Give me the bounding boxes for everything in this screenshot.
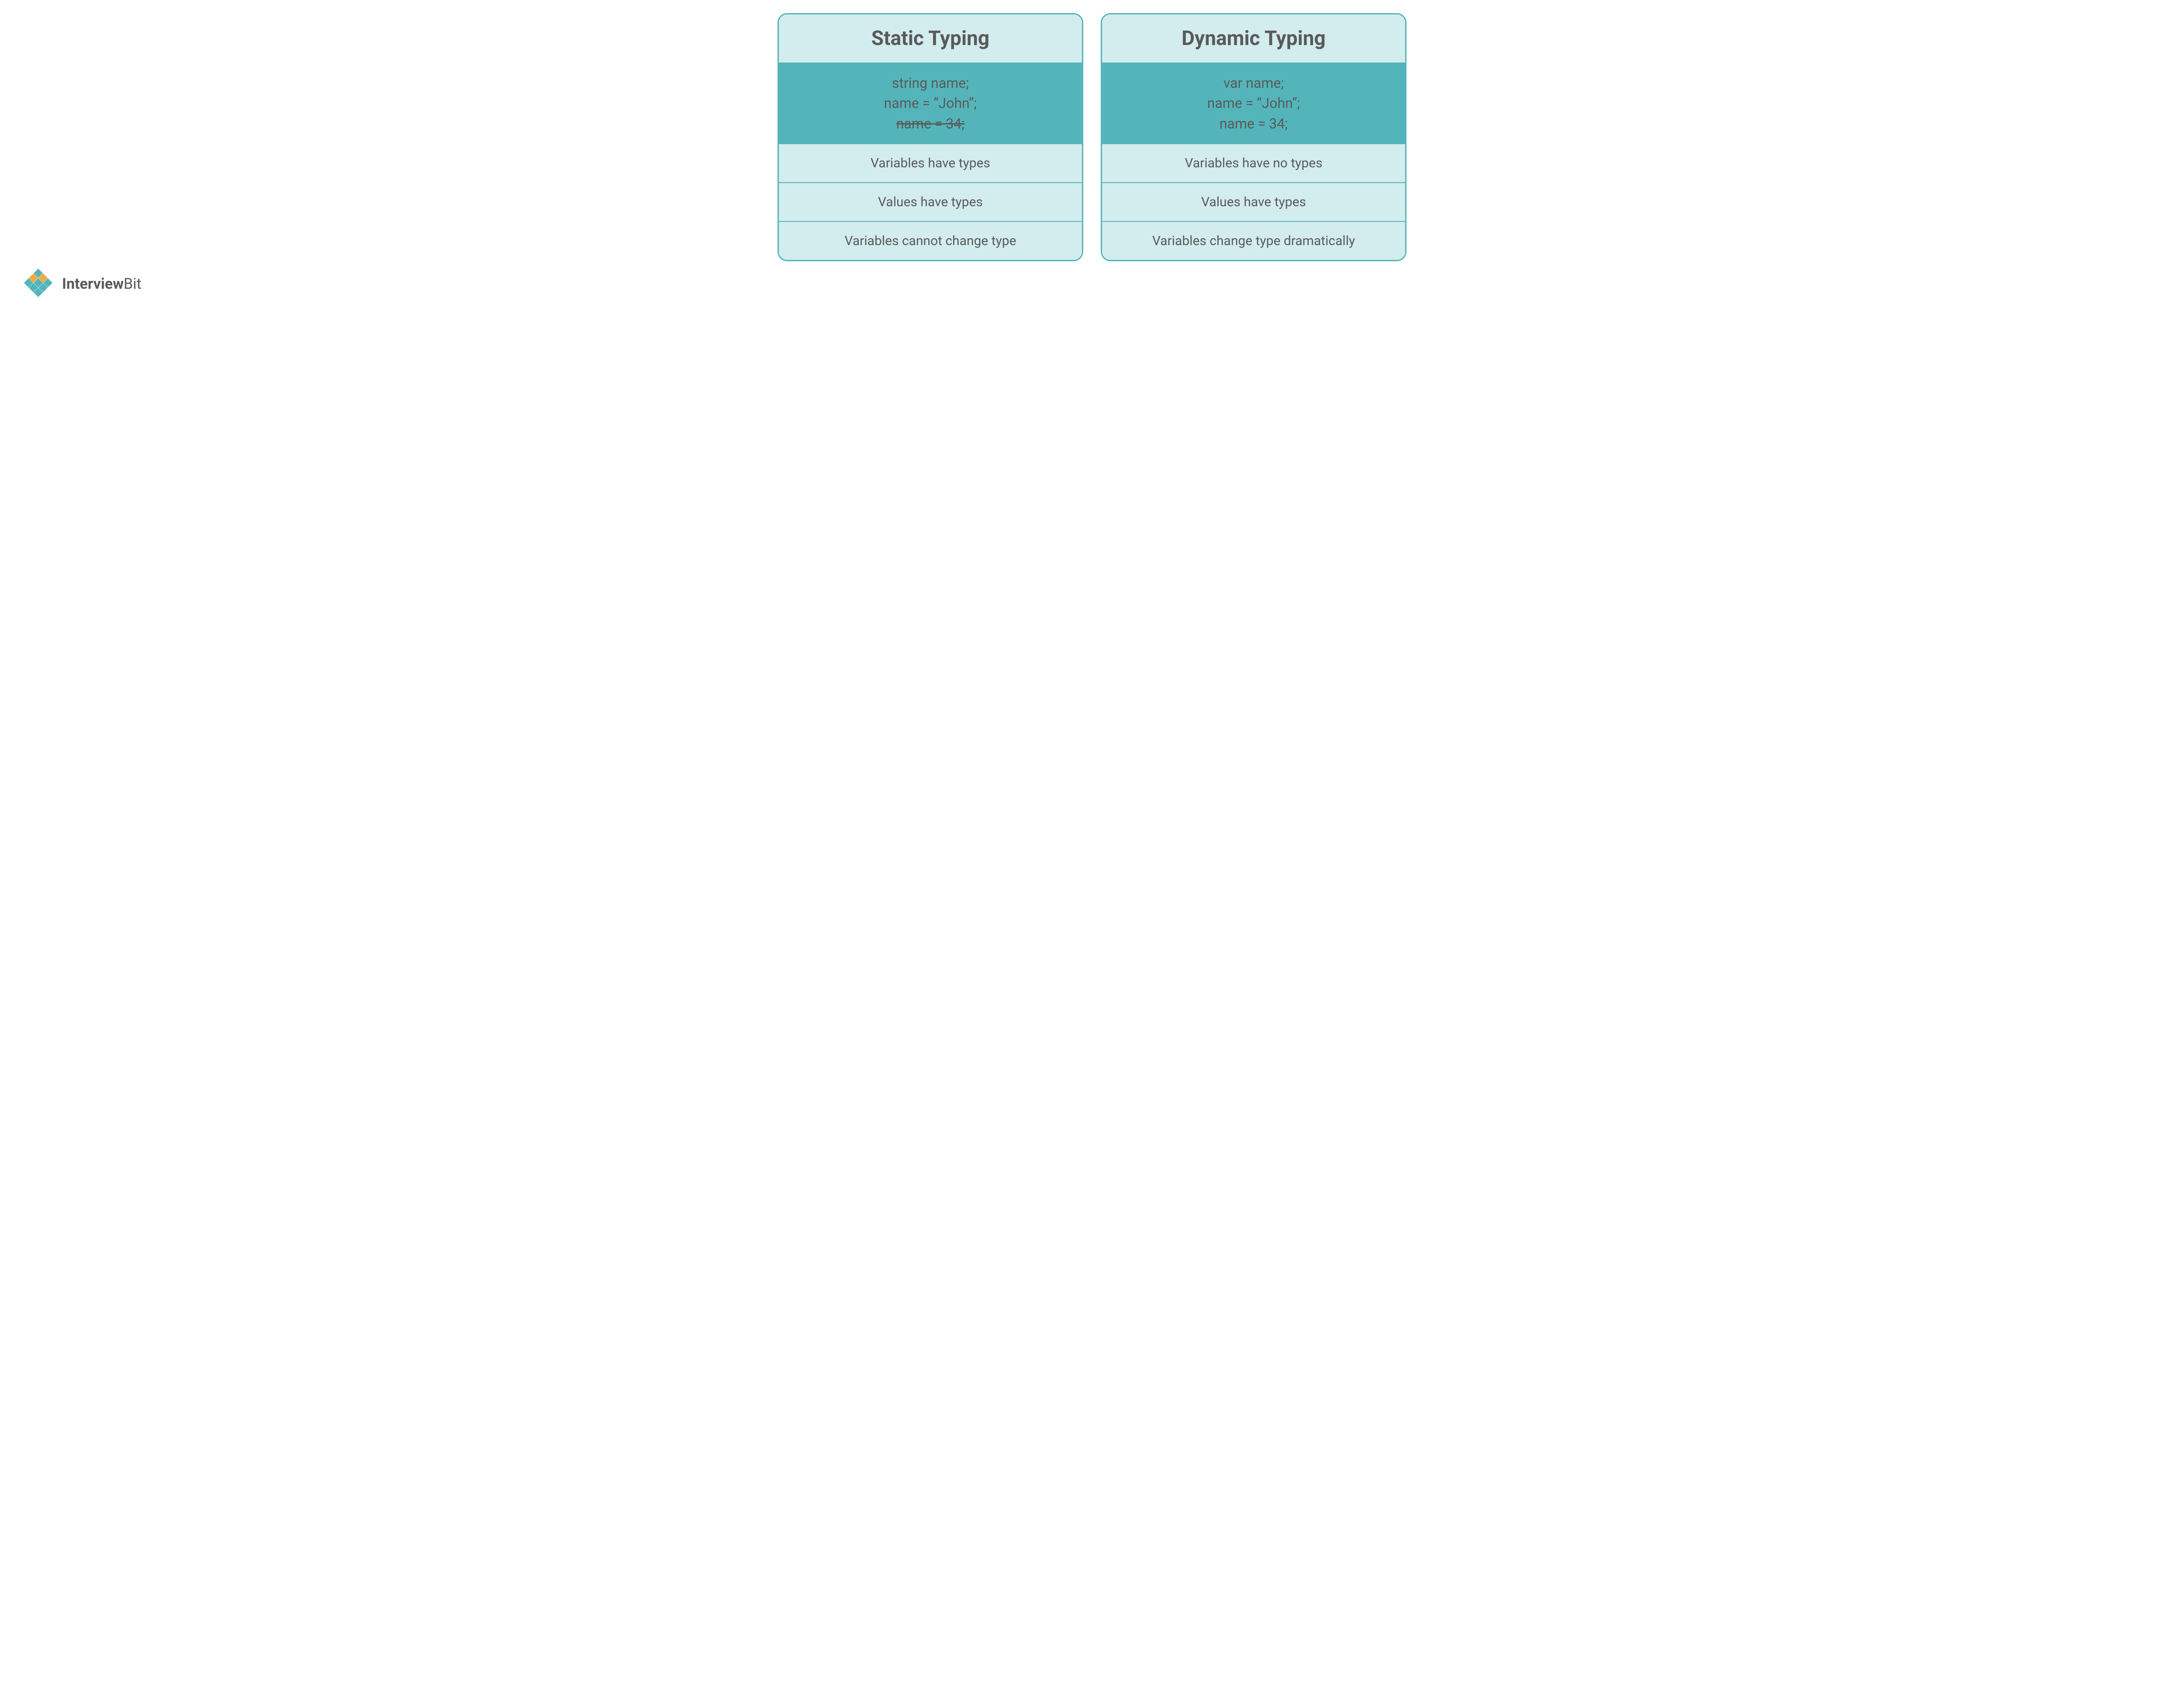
code-line: name = 34; xyxy=(1106,114,1401,134)
code-line: name = “John”; xyxy=(1106,93,1401,113)
feature-cell: Variables cannot change type xyxy=(779,221,1082,260)
panel-title-static: Static Typing xyxy=(779,14,1082,62)
feature-cell: Values have types xyxy=(1102,182,1405,221)
panel-static: Static Typingstring name;name = “John”;n… xyxy=(778,13,1083,261)
code-line: name = “John”; xyxy=(783,93,1078,113)
feature-cell: Variables have types xyxy=(779,144,1082,182)
panel-title-dynamic: Dynamic Typing xyxy=(1102,14,1405,62)
logo-text-light: Bit xyxy=(124,275,142,293)
panel-dynamic: Dynamic Typingvar name;name = “John”;nam… xyxy=(1101,13,1406,261)
code-block-dynamic: var name;name = “John”;name = 34; xyxy=(1102,62,1405,144)
code-line: string name; xyxy=(783,73,1078,93)
logo-text-bold: Interview xyxy=(62,275,124,293)
logo-text: InterviewBit xyxy=(62,275,142,293)
comparison-container: Static Typingstring name;name = “John”;n… xyxy=(17,13,2167,261)
feature-cell: Values have types xyxy=(779,182,1082,221)
code-block-static: string name;name = “John”;name = 34; xyxy=(779,62,1082,144)
brand-logo: InterviewBit xyxy=(22,273,2167,295)
code-line: var name; xyxy=(1106,73,1401,93)
code-line: name = 34; xyxy=(783,114,1078,134)
feature-cell: Variables change type dramatically xyxy=(1102,221,1405,260)
feature-cell: Variables have no types xyxy=(1102,144,1405,182)
logo-mark-icon xyxy=(22,273,56,295)
